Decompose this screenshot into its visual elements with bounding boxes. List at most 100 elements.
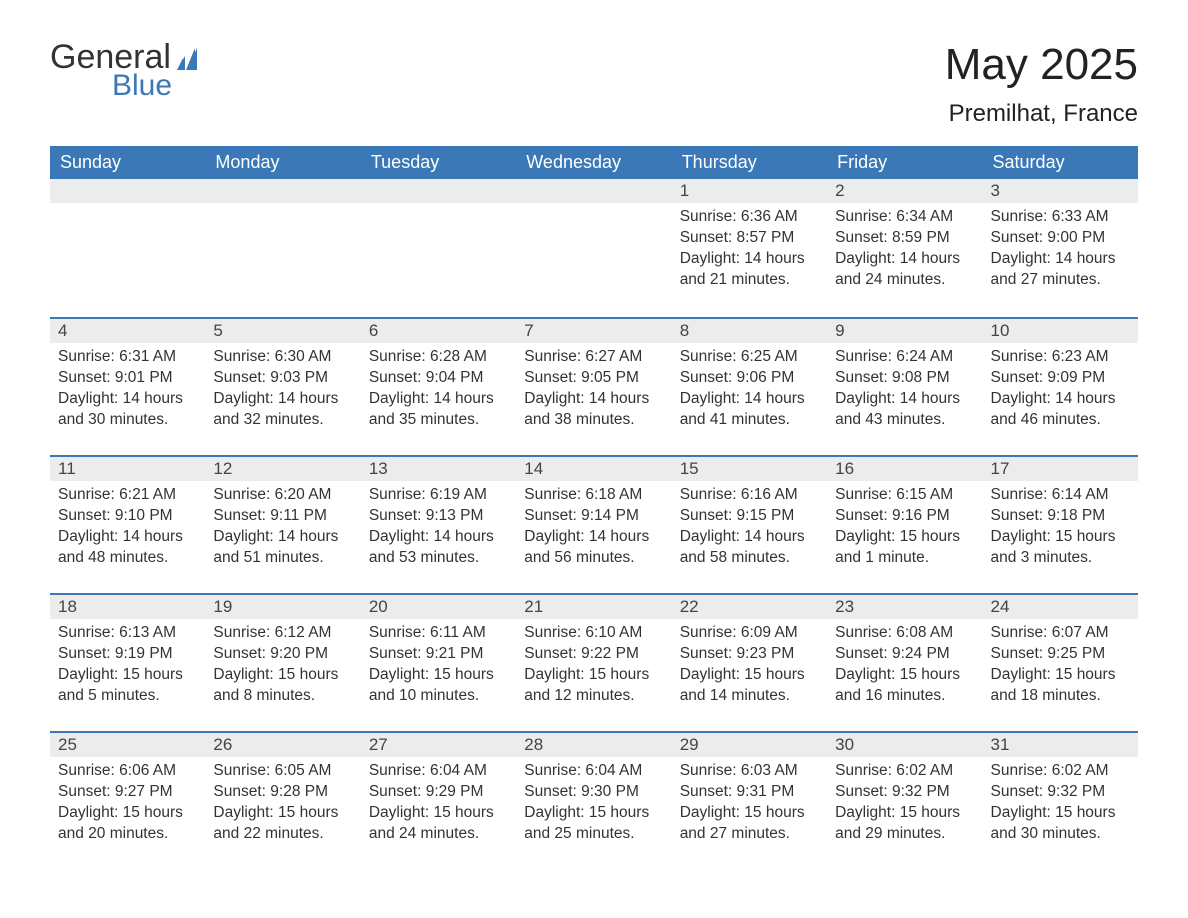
sunset-line: Sunset: 8:59 PM xyxy=(835,228,974,249)
daylight-line: Daylight: 15 hours and 5 minutes. xyxy=(58,665,197,707)
sunrise-line: Sunrise: 6:04 AM xyxy=(524,761,663,782)
calendar-day-cell: 12Sunrise: 6:20 AMSunset: 9:11 PMDayligh… xyxy=(205,455,360,593)
day-data: Sunrise: 6:30 AMSunset: 9:03 PMDaylight:… xyxy=(205,343,360,435)
daylight-line: Daylight: 15 hours and 29 minutes. xyxy=(835,803,974,845)
calendar-day-cell: 2Sunrise: 6:34 AMSunset: 8:59 PMDaylight… xyxy=(827,179,982,317)
sunrise-line: Sunrise: 6:20 AM xyxy=(213,485,352,506)
sunset-line: Sunset: 9:14 PM xyxy=(524,506,663,527)
day-number: 6 xyxy=(361,317,516,343)
calendar-day-cell: 29Sunrise: 6:03 AMSunset: 9:31 PMDayligh… xyxy=(672,731,827,869)
calendar-day-cell: 14Sunrise: 6:18 AMSunset: 9:14 PMDayligh… xyxy=(516,455,671,593)
daylight-line: Daylight: 15 hours and 10 minutes. xyxy=(369,665,508,707)
sunrise-line: Sunrise: 6:09 AM xyxy=(680,623,819,644)
logo-chart-icon xyxy=(177,46,211,75)
calendar-day-cell: 9Sunrise: 6:24 AMSunset: 9:08 PMDaylight… xyxy=(827,317,982,455)
day-data: Sunrise: 6:25 AMSunset: 9:06 PMDaylight:… xyxy=(672,343,827,435)
sunset-line: Sunset: 9:06 PM xyxy=(680,368,819,389)
day-data: Sunrise: 6:28 AMSunset: 9:04 PMDaylight:… xyxy=(361,343,516,435)
day-number xyxy=(50,179,205,203)
day-data: Sunrise: 6:08 AMSunset: 9:24 PMDaylight:… xyxy=(827,619,982,711)
calendar-day-cell: 15Sunrise: 6:16 AMSunset: 9:15 PMDayligh… xyxy=(672,455,827,593)
daylight-line: Daylight: 15 hours and 8 minutes. xyxy=(213,665,352,707)
day-data: Sunrise: 6:03 AMSunset: 9:31 PMDaylight:… xyxy=(672,757,827,849)
sunset-line: Sunset: 9:05 PM xyxy=(524,368,663,389)
sunrise-line: Sunrise: 6:31 AM xyxy=(58,347,197,368)
day-header: Thursday xyxy=(672,146,827,179)
day-number: 15 xyxy=(672,455,827,481)
day-number: 25 xyxy=(50,731,205,757)
calendar-week-row: 4Sunrise: 6:31 AMSunset: 9:01 PMDaylight… xyxy=(50,317,1138,455)
logo: General Blue xyxy=(50,40,211,103)
day-number: 21 xyxy=(516,593,671,619)
daylight-line: Daylight: 15 hours and 1 minute. xyxy=(835,527,974,569)
day-number: 11 xyxy=(50,455,205,481)
calendar-day-cell: 1Sunrise: 6:36 AMSunset: 8:57 PMDaylight… xyxy=(672,179,827,317)
sunrise-line: Sunrise: 6:02 AM xyxy=(835,761,974,782)
day-header: Monday xyxy=(205,146,360,179)
daylight-line: Daylight: 14 hours and 51 minutes. xyxy=(213,527,352,569)
day-header: Saturday xyxy=(983,146,1138,179)
sunrise-line: Sunrise: 6:16 AM xyxy=(680,485,819,506)
sunset-line: Sunset: 9:03 PM xyxy=(213,368,352,389)
daylight-line: Daylight: 15 hours and 25 minutes. xyxy=(524,803,663,845)
calendar-day-cell: 10Sunrise: 6:23 AMSunset: 9:09 PMDayligh… xyxy=(983,317,1138,455)
sunrise-line: Sunrise: 6:24 AM xyxy=(835,347,974,368)
daylight-line: Daylight: 14 hours and 56 minutes. xyxy=(524,527,663,569)
day-header: Tuesday xyxy=(361,146,516,179)
sunrise-line: Sunrise: 6:27 AM xyxy=(524,347,663,368)
calendar-day-cell: 30 Sunrise: 6:02 AMSunset: 9:32 PMDayligh… xyxy=(827,731,982,869)
day-number: 30 xyxy=(827,731,982,757)
day-number: 17 xyxy=(983,455,1138,481)
calendar-day-cell: 11Sunrise: 6:21 AMSunset: 9:10 PMDayligh… xyxy=(50,455,205,593)
sunset-line: Sunset: 9:29 PM xyxy=(369,782,508,803)
day-header: Wednesday xyxy=(516,146,671,179)
day-number: 13 xyxy=(361,455,516,481)
sunset-line: Sunset: 9:25 PM xyxy=(991,644,1130,665)
day-number: 29 xyxy=(672,731,827,757)
calendar-day-cell: 6Sunrise: 6:28 AMSunset: 9:04 PMDaylight… xyxy=(361,317,516,455)
calendar-day-cell xyxy=(516,179,671,317)
calendar-day-cell xyxy=(50,179,205,317)
sunset-line: Sunset: 9:32 PM xyxy=(835,782,974,803)
day-data: Sunrise: 6:11 AMSunset: 9:21 PMDaylight:… xyxy=(361,619,516,711)
sunset-line: Sunset: 9:16 PM xyxy=(835,506,974,527)
sunrise-line: Sunrise: 6:02 AM xyxy=(991,761,1130,782)
calendar-day-cell xyxy=(205,179,360,317)
daylight-line: Daylight: 14 hours and 24 minutes. xyxy=(835,249,974,291)
day-number: 8 xyxy=(672,317,827,343)
calendar-day-cell: 28Sunrise: 6:04 AMSunset: 9:30 PMDayligh… xyxy=(516,731,671,869)
page-header: General Blue May 2025 Premilhat, France xyxy=(50,40,1138,128)
day-number: 18 xyxy=(50,593,205,619)
day-data: Sunrise: 6:15 AMSunset: 9:16 PMDaylight:… xyxy=(827,481,982,573)
calendar-day-cell: 8Sunrise: 6:25 AMSunset: 9:06 PMDaylight… xyxy=(672,317,827,455)
calendar-body: 1Sunrise: 6:36 AMSunset: 8:57 PMDaylight… xyxy=(50,179,1138,869)
sunrise-line: Sunrise: 6:11 AM xyxy=(369,623,508,644)
sunset-line: Sunset: 9:01 PM xyxy=(58,368,197,389)
day-number: 1 xyxy=(672,179,827,203)
sunset-line: Sunset: 9:20 PM xyxy=(213,644,352,665)
sunrise-line: Sunrise: 6:04 AM xyxy=(369,761,508,782)
daylight-line: Daylight: 15 hours and 20 minutes. xyxy=(58,803,197,845)
daylight-line: Daylight: 14 hours and 27 minutes. xyxy=(991,249,1130,291)
day-number: 16 xyxy=(827,455,982,481)
daylight-line: Daylight: 14 hours and 41 minutes. xyxy=(680,389,819,431)
sunset-line: Sunset: 9:18 PM xyxy=(991,506,1130,527)
sunset-line: Sunset: 9:24 PM xyxy=(835,644,974,665)
day-data: Sunrise: 6:07 AMSunset: 9:25 PMDaylight:… xyxy=(983,619,1138,711)
day-data: Sunrise: 6:04 AMSunset: 9:30 PMDaylight:… xyxy=(516,757,671,849)
daylight-line: Daylight: 15 hours and 27 minutes. xyxy=(680,803,819,845)
calendar-day-cell: 7Sunrise: 6:27 AMSunset: 9:05 PMDaylight… xyxy=(516,317,671,455)
day-data: Sunrise: 6:09 AMSunset: 9:23 PMDaylight:… xyxy=(672,619,827,711)
calendar-week-row: 1Sunrise: 6:36 AMSunset: 8:57 PMDaylight… xyxy=(50,179,1138,317)
calendar-table: SundayMondayTuesdayWednesdayThursdayFrid… xyxy=(50,146,1138,869)
sunrise-line: Sunrise: 6:08 AM xyxy=(835,623,974,644)
sunset-line: Sunset: 9:04 PM xyxy=(369,368,508,389)
calendar-day-cell: 20Sunrise: 6:11 AMSunset: 9:21 PMDayligh… xyxy=(361,593,516,731)
daylight-line: Daylight: 14 hours and 58 minutes. xyxy=(680,527,819,569)
calendar-day-cell: 13Sunrise: 6:19 AMSunset: 9:13 PMDayligh… xyxy=(361,455,516,593)
daylight-line: Daylight: 14 hours and 35 minutes. xyxy=(369,389,508,431)
sunrise-line: Sunrise: 6:06 AM xyxy=(58,761,197,782)
day-number: 20 xyxy=(361,593,516,619)
sunrise-line: Sunrise: 6:13 AM xyxy=(58,623,197,644)
sunrise-line: Sunrise: 6:36 AM xyxy=(680,207,819,228)
